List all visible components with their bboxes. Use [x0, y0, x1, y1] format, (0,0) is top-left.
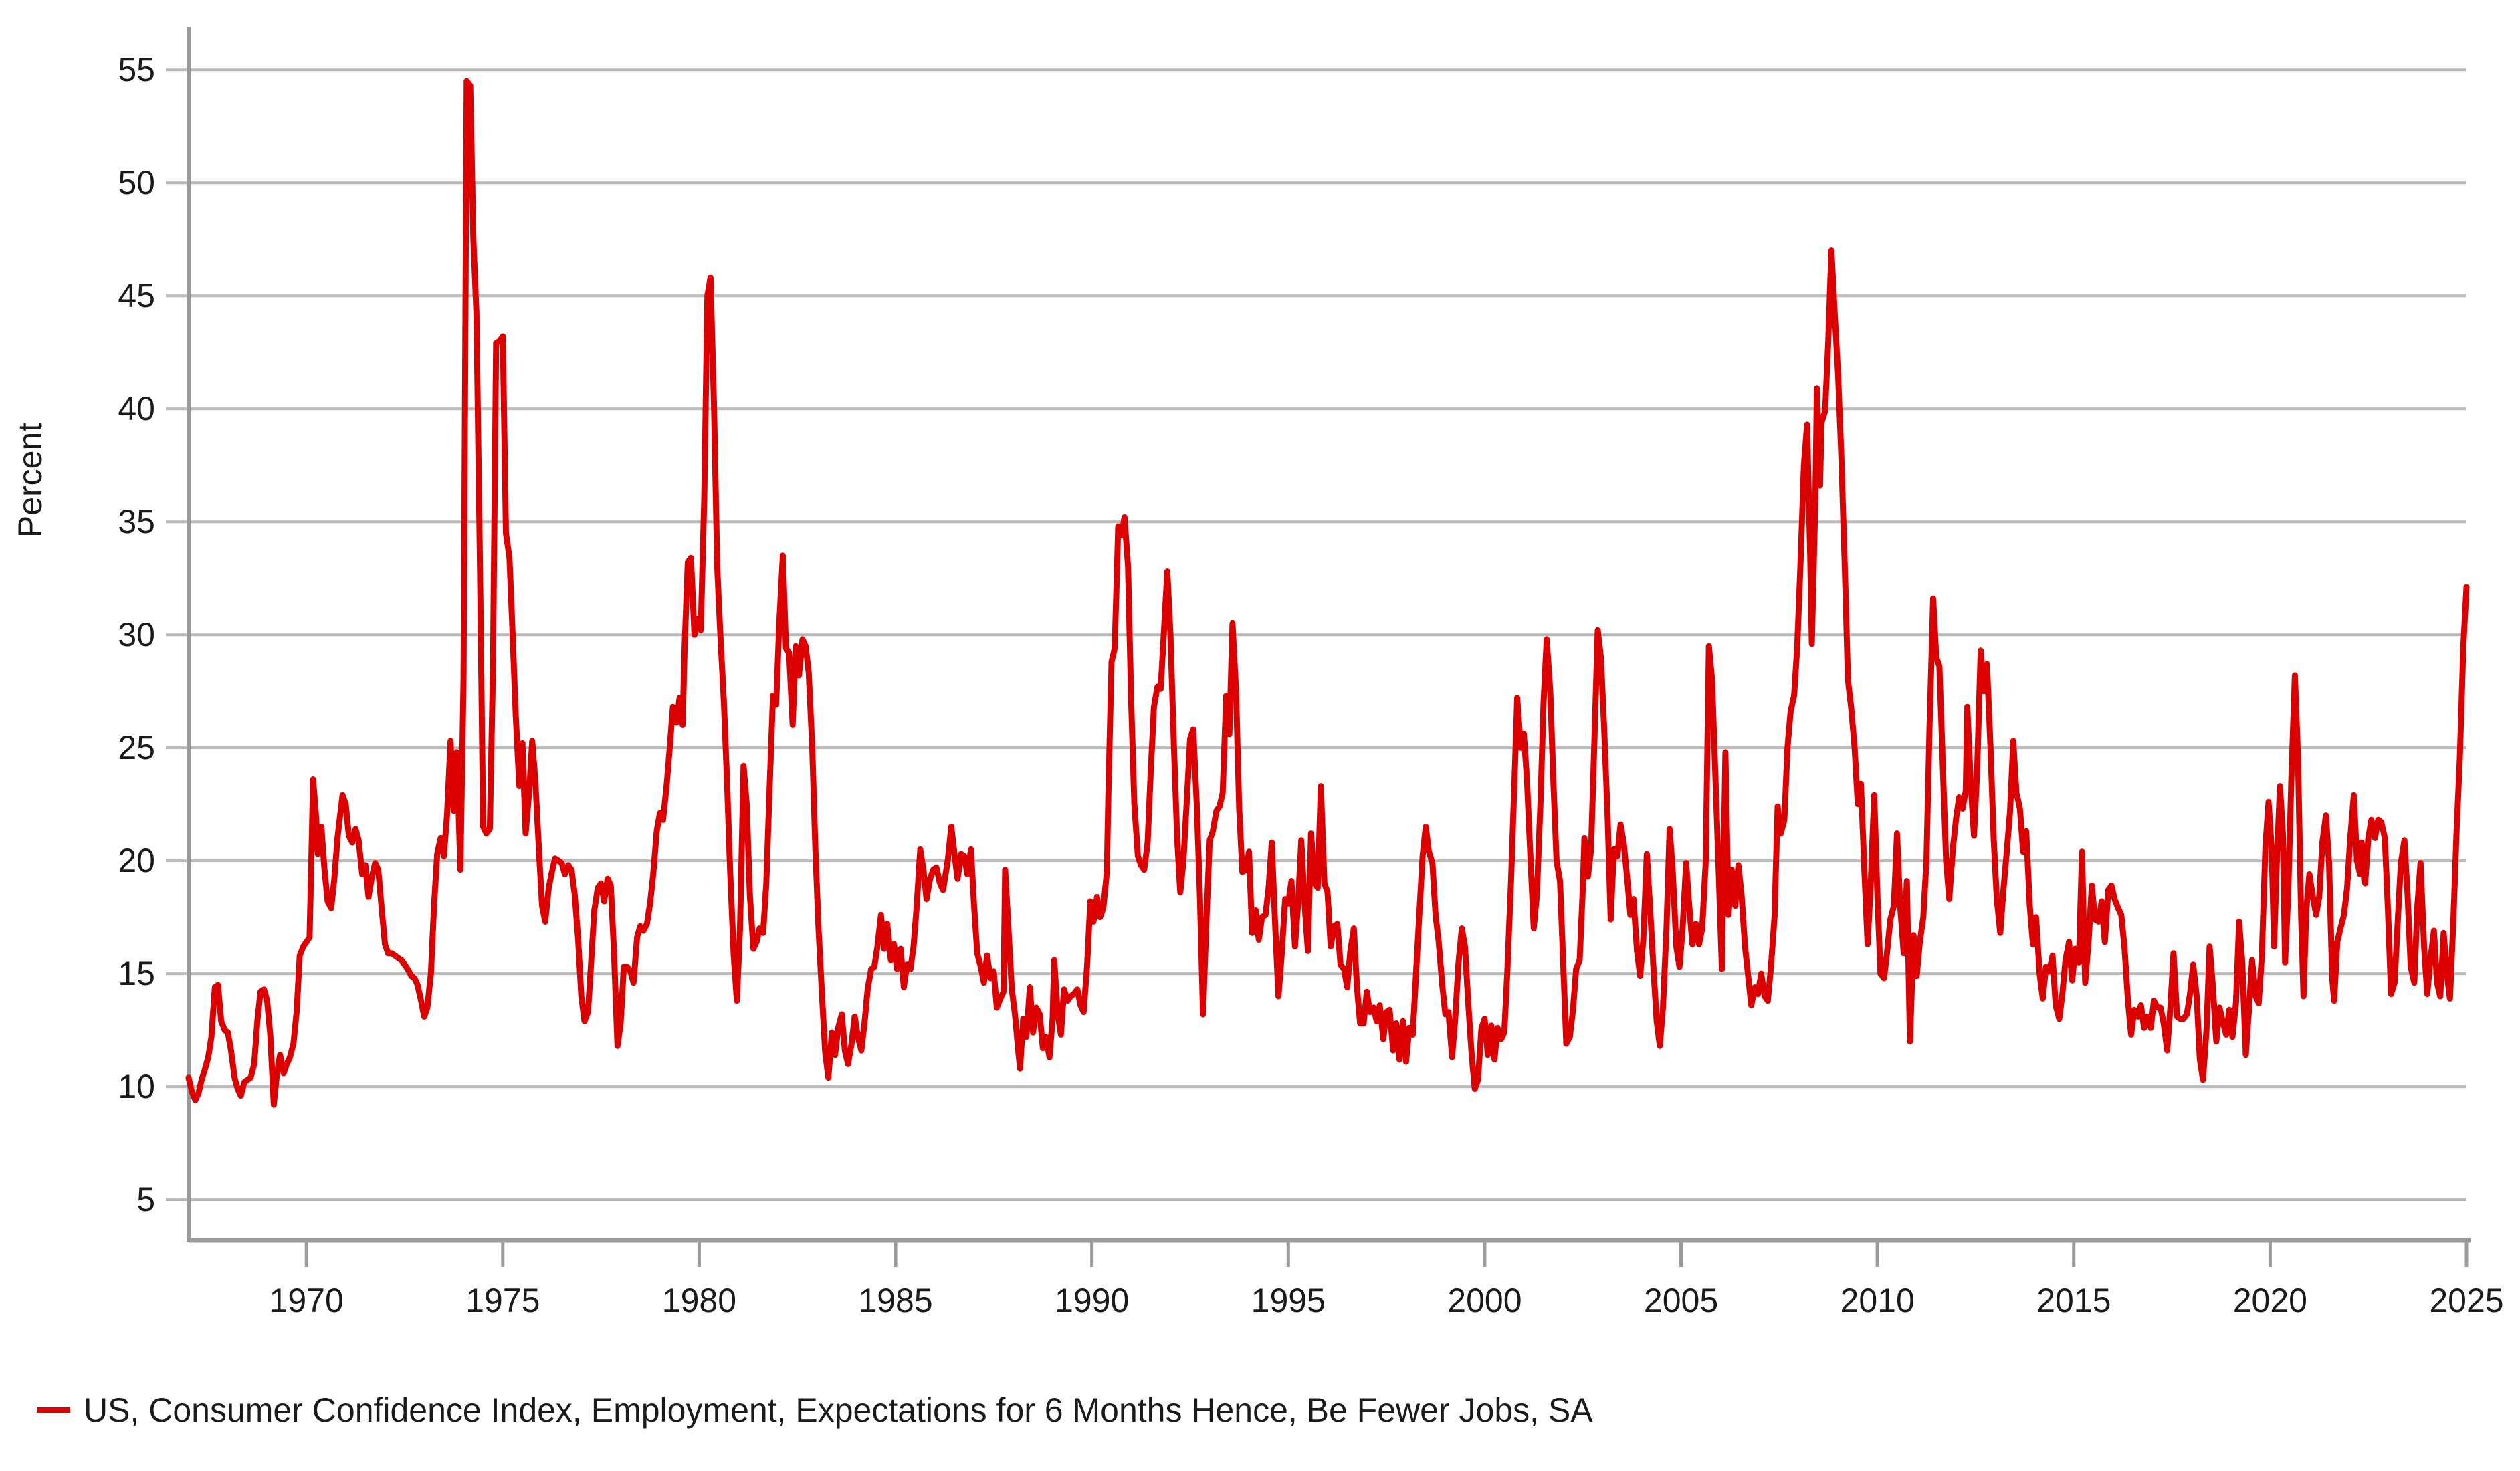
x-tick-label-1970: 1970 — [270, 1282, 344, 1319]
y-tick-label-40: 40 — [118, 390, 155, 427]
y-tick-label-20: 20 — [118, 842, 155, 879]
legend: US, Consumer Confidence Index, Employmen… — [37, 1391, 1593, 1430]
y-tick-label-10: 10 — [118, 1068, 155, 1105]
x-tick-label-1985: 1985 — [858, 1282, 932, 1319]
x-axis-tick-marks — [304, 1240, 2469, 1267]
y-tick-label-25: 25 — [118, 729, 155, 766]
y-axis-title: Percent — [11, 423, 49, 538]
x-tick-label-2005: 2005 — [1644, 1282, 1718, 1319]
legend-label: US, Consumer Confidence Index, Employmen… — [84, 1391, 1593, 1429]
legend-line-swatch — [37, 1407, 70, 1413]
gridlines — [166, 68, 2466, 1202]
x-tick-label-2025: 2025 — [2429, 1282, 2503, 1319]
y-tick-label-30: 30 — [118, 616, 155, 653]
x-tick-label-2010: 2010 — [1841, 1282, 1915, 1319]
x-tick-label-2015: 2015 — [2036, 1282, 2111, 1319]
x-axis-tick-labels: 1970 1975 1980 1985 1990 1995 2000 2005 2010 2015… — [270, 1282, 2504, 1319]
series-line-us-confidence — [185, 78, 2470, 1108]
x-tick-label-1980: 1980 — [662, 1282, 736, 1319]
y-tick-label-45: 45 — [118, 277, 155, 314]
x-tick-label-1975: 1975 — [465, 1282, 540, 1319]
x-tick-label-1990: 1990 — [1055, 1282, 1129, 1319]
y-tick-label-35: 35 — [118, 503, 155, 540]
x-tick-label-2000: 2000 — [1447, 1282, 1521, 1319]
y-tick-label-5: 5 — [136, 1181, 155, 1218]
x-tick-label-2020: 2020 — [2233, 1282, 2307, 1319]
y-tick-label-55: 55 — [118, 51, 155, 88]
y-tick-label-50: 50 — [118, 164, 155, 201]
x-tick-label-1995: 1995 — [1251, 1282, 1326, 1319]
y-axis-tick-labels: 5 10 15 20 25 30 35 40 45 50 55 — [118, 51, 155, 1218]
y-tick-label-15: 15 — [118, 955, 155, 992]
